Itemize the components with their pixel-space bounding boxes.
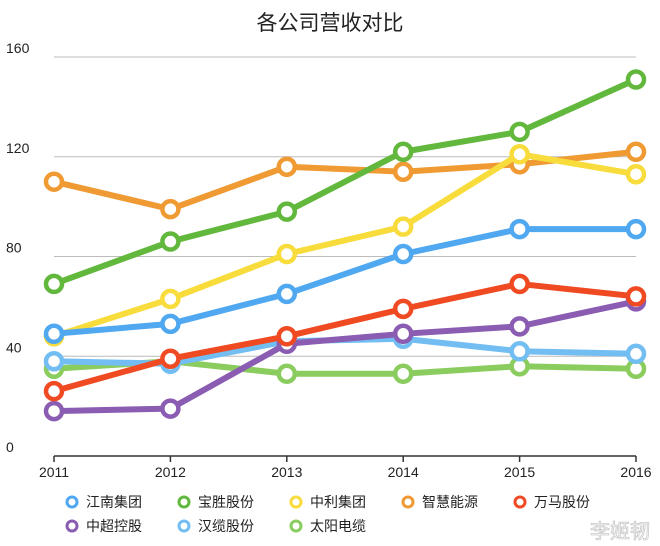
data-point [392, 323, 414, 345]
legend-marker [289, 519, 303, 533]
data-point [160, 198, 181, 220]
legend-item: 宝胜股份 [177, 495, 254, 511]
legend-label: 江南集团 [86, 494, 142, 511]
data-point [392, 363, 414, 384]
data-point [509, 316, 530, 337]
series-lines [43, 69, 647, 422]
series-line [51, 148, 639, 213]
legend-label: 中利集团 [310, 494, 366, 511]
data-point [43, 323, 65, 345]
y-tick-label: 40 [6, 339, 22, 355]
x-tick-label: 2012 [155, 464, 186, 480]
data-point [276, 156, 298, 177]
legend-item: 汉缆股份 [177, 519, 254, 535]
data-point [160, 231, 181, 252]
data-point [43, 400, 65, 422]
legend-item: 江南集团 [65, 494, 142, 511]
legend-marker [177, 495, 191, 509]
x-tick-label: 2015 [504, 464, 535, 480]
axes: 0 40 80 120 160 2011 2012 2013 2014 2015 2016 [6, 40, 652, 480]
legend-label: 智慧能源 [422, 495, 478, 511]
data-point [43, 171, 65, 192]
legend-label: 太阳电缆 [310, 519, 366, 535]
series-2 [43, 69, 647, 295]
data-point [43, 350, 65, 372]
data-point [509, 144, 530, 165]
data-point [625, 343, 647, 365]
data-point [160, 348, 181, 369]
data-point [276, 283, 298, 305]
data-point [276, 363, 298, 384]
legend-marker [401, 495, 415, 509]
data-point [160, 398, 181, 419]
data-point [392, 161, 414, 182]
x-tick-label: 2011 [39, 464, 69, 480]
y-tick-label: 0 [6, 439, 14, 455]
data-point [509, 121, 530, 143]
data-point [625, 141, 647, 163]
series-line [51, 298, 639, 415]
series-5 [43, 273, 647, 402]
data-point [625, 163, 647, 185]
data-point [276, 201, 298, 222]
series-line [51, 76, 639, 287]
data-point [392, 298, 414, 320]
data-point [625, 286, 647, 307]
watermark: 李姬韧 [590, 519, 650, 543]
legend-label: 中超控股 [86, 519, 142, 535]
legend-item: 智慧能源 [401, 495, 478, 511]
x-tick-label: 2014 [388, 464, 419, 480]
y-tick-label: 80 [6, 240, 22, 256]
data-point [509, 341, 530, 362]
data-point [276, 326, 298, 347]
x-tick-label: 2013 [271, 464, 302, 480]
data-point [276, 243, 298, 265]
legend-label: 万马股份 [534, 495, 590, 511]
legend-marker [65, 519, 79, 533]
data-point [625, 218, 647, 240]
series-line [51, 226, 639, 337]
data-point [160, 288, 181, 310]
legend-item: 太阳电缆 [289, 519, 366, 535]
gridlines [54, 56, 636, 357]
data-point [392, 141, 414, 163]
data-point [392, 216, 414, 237]
data-point [43, 273, 65, 295]
legend-marker [513, 495, 527, 509]
legend-marker [65, 495, 79, 509]
x-tick-label: 2016 [620, 464, 651, 480]
legend-label: 宝胜股份 [198, 495, 254, 511]
legend-item: 中利集团 [289, 494, 366, 511]
legend-label: 汉缆股份 [198, 519, 254, 535]
legend-marker [177, 519, 191, 533]
legend-marker [289, 495, 303, 509]
series-3 [43, 144, 647, 347]
series-line [51, 151, 639, 340]
series-1 [43, 218, 647, 345]
chart-title: 各公司营收对比 [257, 11, 404, 35]
data-point [160, 313, 181, 335]
legend-item: 万马股份 [513, 495, 590, 511]
data-point [509, 218, 530, 240]
series-line [51, 280, 639, 395]
legend-item: 中超控股 [65, 519, 142, 535]
y-tick-label: 160 [6, 40, 30, 56]
series-line [51, 335, 639, 367]
data-point [625, 69, 647, 90]
data-point [509, 273, 530, 295]
data-point [43, 380, 65, 402]
data-point [392, 243, 414, 265]
y-tick-label: 120 [6, 140, 30, 156]
